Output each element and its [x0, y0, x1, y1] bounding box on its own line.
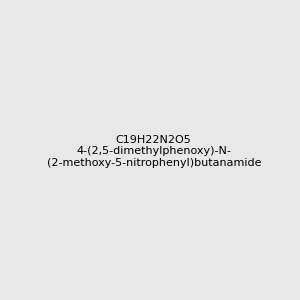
Text: C19H22N2O5
4-(2,5-dimethylphenoxy)-N-
(2-methoxy-5-nitrophenyl)butanamide: C19H22N2O5 4-(2,5-dimethylphenoxy)-N- (2… — [46, 135, 261, 168]
